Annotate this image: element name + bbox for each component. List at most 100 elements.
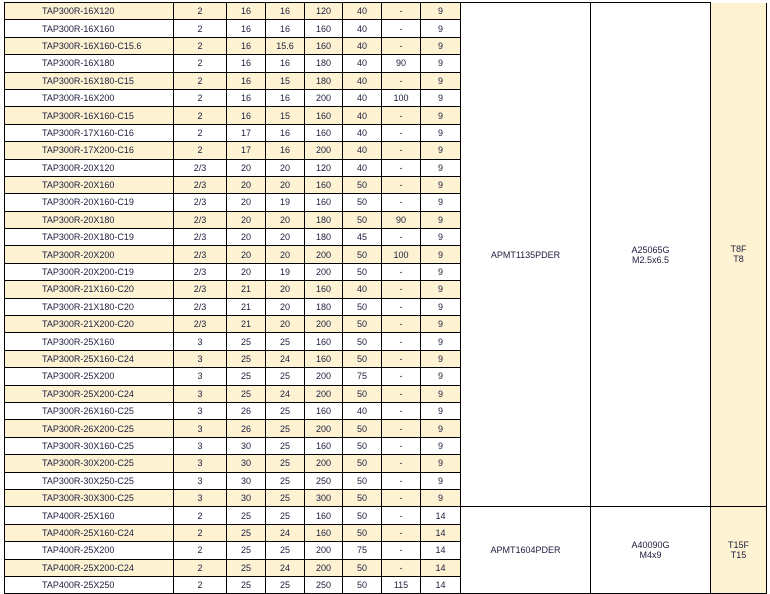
spec-cell: 40	[342, 1, 382, 21]
spec-cell: 14	[420, 575, 461, 594]
spec-cell: 9	[420, 349, 461, 369]
spec-cell: -	[381, 36, 421, 56]
spec-cell: 2	[173, 123, 227, 143]
spec-cell: 40	[342, 158, 382, 177]
spec-cell: 16	[265, 88, 305, 108]
model-cell: TAP300R-30X250-C25	[4, 471, 174, 490]
table-row: TAP300R-17X160-C16 2 17 16 160 40-9	[4, 123, 767, 143]
spec-cell: 40	[342, 54, 382, 73]
screw-text: M2.5x6.5	[631, 254, 670, 265]
spec-cell: 25	[265, 541, 305, 560]
spec-cell: 20	[265, 158, 305, 177]
spec-cell: 3	[173, 471, 227, 490]
spec-cell: 40	[342, 36, 382, 56]
spec-cell: 50	[342, 315, 382, 334]
spec-cell: 2	[173, 575, 227, 594]
spec-cell: -	[381, 228, 421, 247]
spec-cell: 20	[226, 228, 266, 247]
spec-cell: 180	[304, 71, 343, 90]
spec-cell: 9	[420, 471, 461, 490]
spec-cell: 100	[381, 245, 421, 264]
model-cell: TAP300R-16X160-C15	[4, 106, 174, 125]
spec-cell: -	[381, 523, 421, 543]
model-cell: TAP300R-25X200	[4, 367, 174, 386]
spec-cell: -	[381, 488, 421, 508]
spec-cell: 120	[304, 158, 343, 177]
spec-cell: -	[381, 175, 421, 195]
spec-cell: 200	[304, 141, 343, 160]
key-text: T15F	[727, 540, 749, 551]
spec-cell: 20	[265, 228, 305, 247]
spec-cell: 160	[304, 436, 343, 456]
spec-cell: 25	[226, 349, 266, 369]
table-row: TAP300R-20X180 2/3 20 20 180 50 90 9	[4, 210, 767, 230]
spec-cell: 15	[265, 71, 305, 90]
spec-cell: 300	[304, 488, 343, 508]
model-cell: TAP300R-16X180	[4, 54, 174, 73]
spec-cell: 2	[173, 541, 227, 560]
table-row: TAP300R-17X200-C16 2 17 16 200 40-9	[4, 141, 767, 160]
spec-cell: 25	[265, 488, 305, 508]
spec-cell: 160	[304, 36, 343, 56]
model-cell: TAP400R-25X200-C24	[4, 558, 174, 577]
spec-cell: 75	[342, 541, 382, 560]
spec-cell: -	[381, 280, 421, 299]
table-row: TAP300R-20X180-C19 2/3 20 20 180 45-9	[4, 228, 767, 247]
spec-cell: 180	[304, 297, 343, 317]
spec-cell: 15	[265, 106, 305, 125]
spec-cell: 30	[226, 471, 266, 490]
spec-cell: 9	[420, 71, 461, 90]
spec-cell: -	[381, 384, 421, 403]
spec-cell: 40	[342, 71, 382, 90]
spec-cell: 20	[226, 193, 266, 212]
spec-cell: 9	[420, 488, 461, 508]
spec-cell: 20	[265, 210, 305, 230]
spec-cell: 200	[304, 419, 343, 438]
spec-cell: 2/3	[173, 193, 227, 212]
spec-cell: 16	[226, 54, 266, 73]
table-row: TAP300R-16X180 2 16 16 180 40 90 9	[4, 54, 767, 73]
spec-cell: 9	[420, 454, 461, 473]
model-cell: TAP300R-20X160-C19	[4, 193, 174, 212]
spec-cell: 14	[420, 523, 461, 543]
spec-cell: 160	[304, 401, 343, 421]
spec-cell: 25	[226, 541, 266, 560]
spec-cell: 2	[173, 558, 227, 577]
spec-cell: 50	[342, 210, 382, 230]
key-text: T15	[730, 550, 747, 561]
spec-cell: -	[381, 506, 421, 525]
screw-cell: A25065G M2.5x6.5	[590, 1, 711, 508]
model-cell: TAP400R-25X160	[4, 506, 174, 525]
spec-cell: 50	[342, 436, 382, 456]
key-text: T8F	[730, 244, 747, 255]
table-row: TAP300R-25X200-C24 3 25 24 200 50-9	[4, 384, 767, 403]
key-text: T8	[733, 254, 744, 265]
model-cell: TAP300R-25X160-C24	[4, 349, 174, 369]
spec-cell: 75	[342, 367, 382, 386]
spec-cell: 2	[173, 71, 227, 90]
spec-cell: 24	[265, 384, 305, 403]
spec-cell: 25	[226, 575, 266, 594]
spec-cell: 9	[420, 436, 461, 456]
spec-cell: 50	[342, 384, 382, 403]
spec-cell: 30	[226, 436, 266, 456]
spec-cell: 90	[381, 210, 421, 230]
spec-cell: 115	[381, 575, 421, 594]
spec-cell: 20	[265, 315, 305, 334]
spec-cell: -	[381, 262, 421, 282]
table-row: TAP300R-30X160-C25 3 30 25 160 50-9	[4, 436, 767, 456]
spec-cell: 3	[173, 488, 227, 508]
table-row: TAP300R-25X160-C24 3 25 24 160 50-9	[4, 349, 767, 369]
table-row: TAP400R-25X200-C24 2 25 24 200 50-14	[4, 558, 767, 577]
product-spec-table: TAP300R-16X120 2 16 16 120 40-9 APMT1135PDER A2…	[4, 1, 767, 594]
spec-cell: 50	[342, 471, 382, 490]
spec-cell: 25	[226, 332, 266, 351]
spec-cell: 25	[226, 523, 266, 543]
spec-cell: 160	[304, 349, 343, 369]
spec-cell: 2	[173, 54, 227, 73]
spec-cell: 16	[265, 1, 305, 21]
screw-text: M4x9	[639, 550, 662, 561]
spec-cell: 250	[304, 471, 343, 490]
spec-cell: -	[381, 1, 421, 21]
model-cell: TAP300R-26X160-C25	[4, 401, 174, 421]
